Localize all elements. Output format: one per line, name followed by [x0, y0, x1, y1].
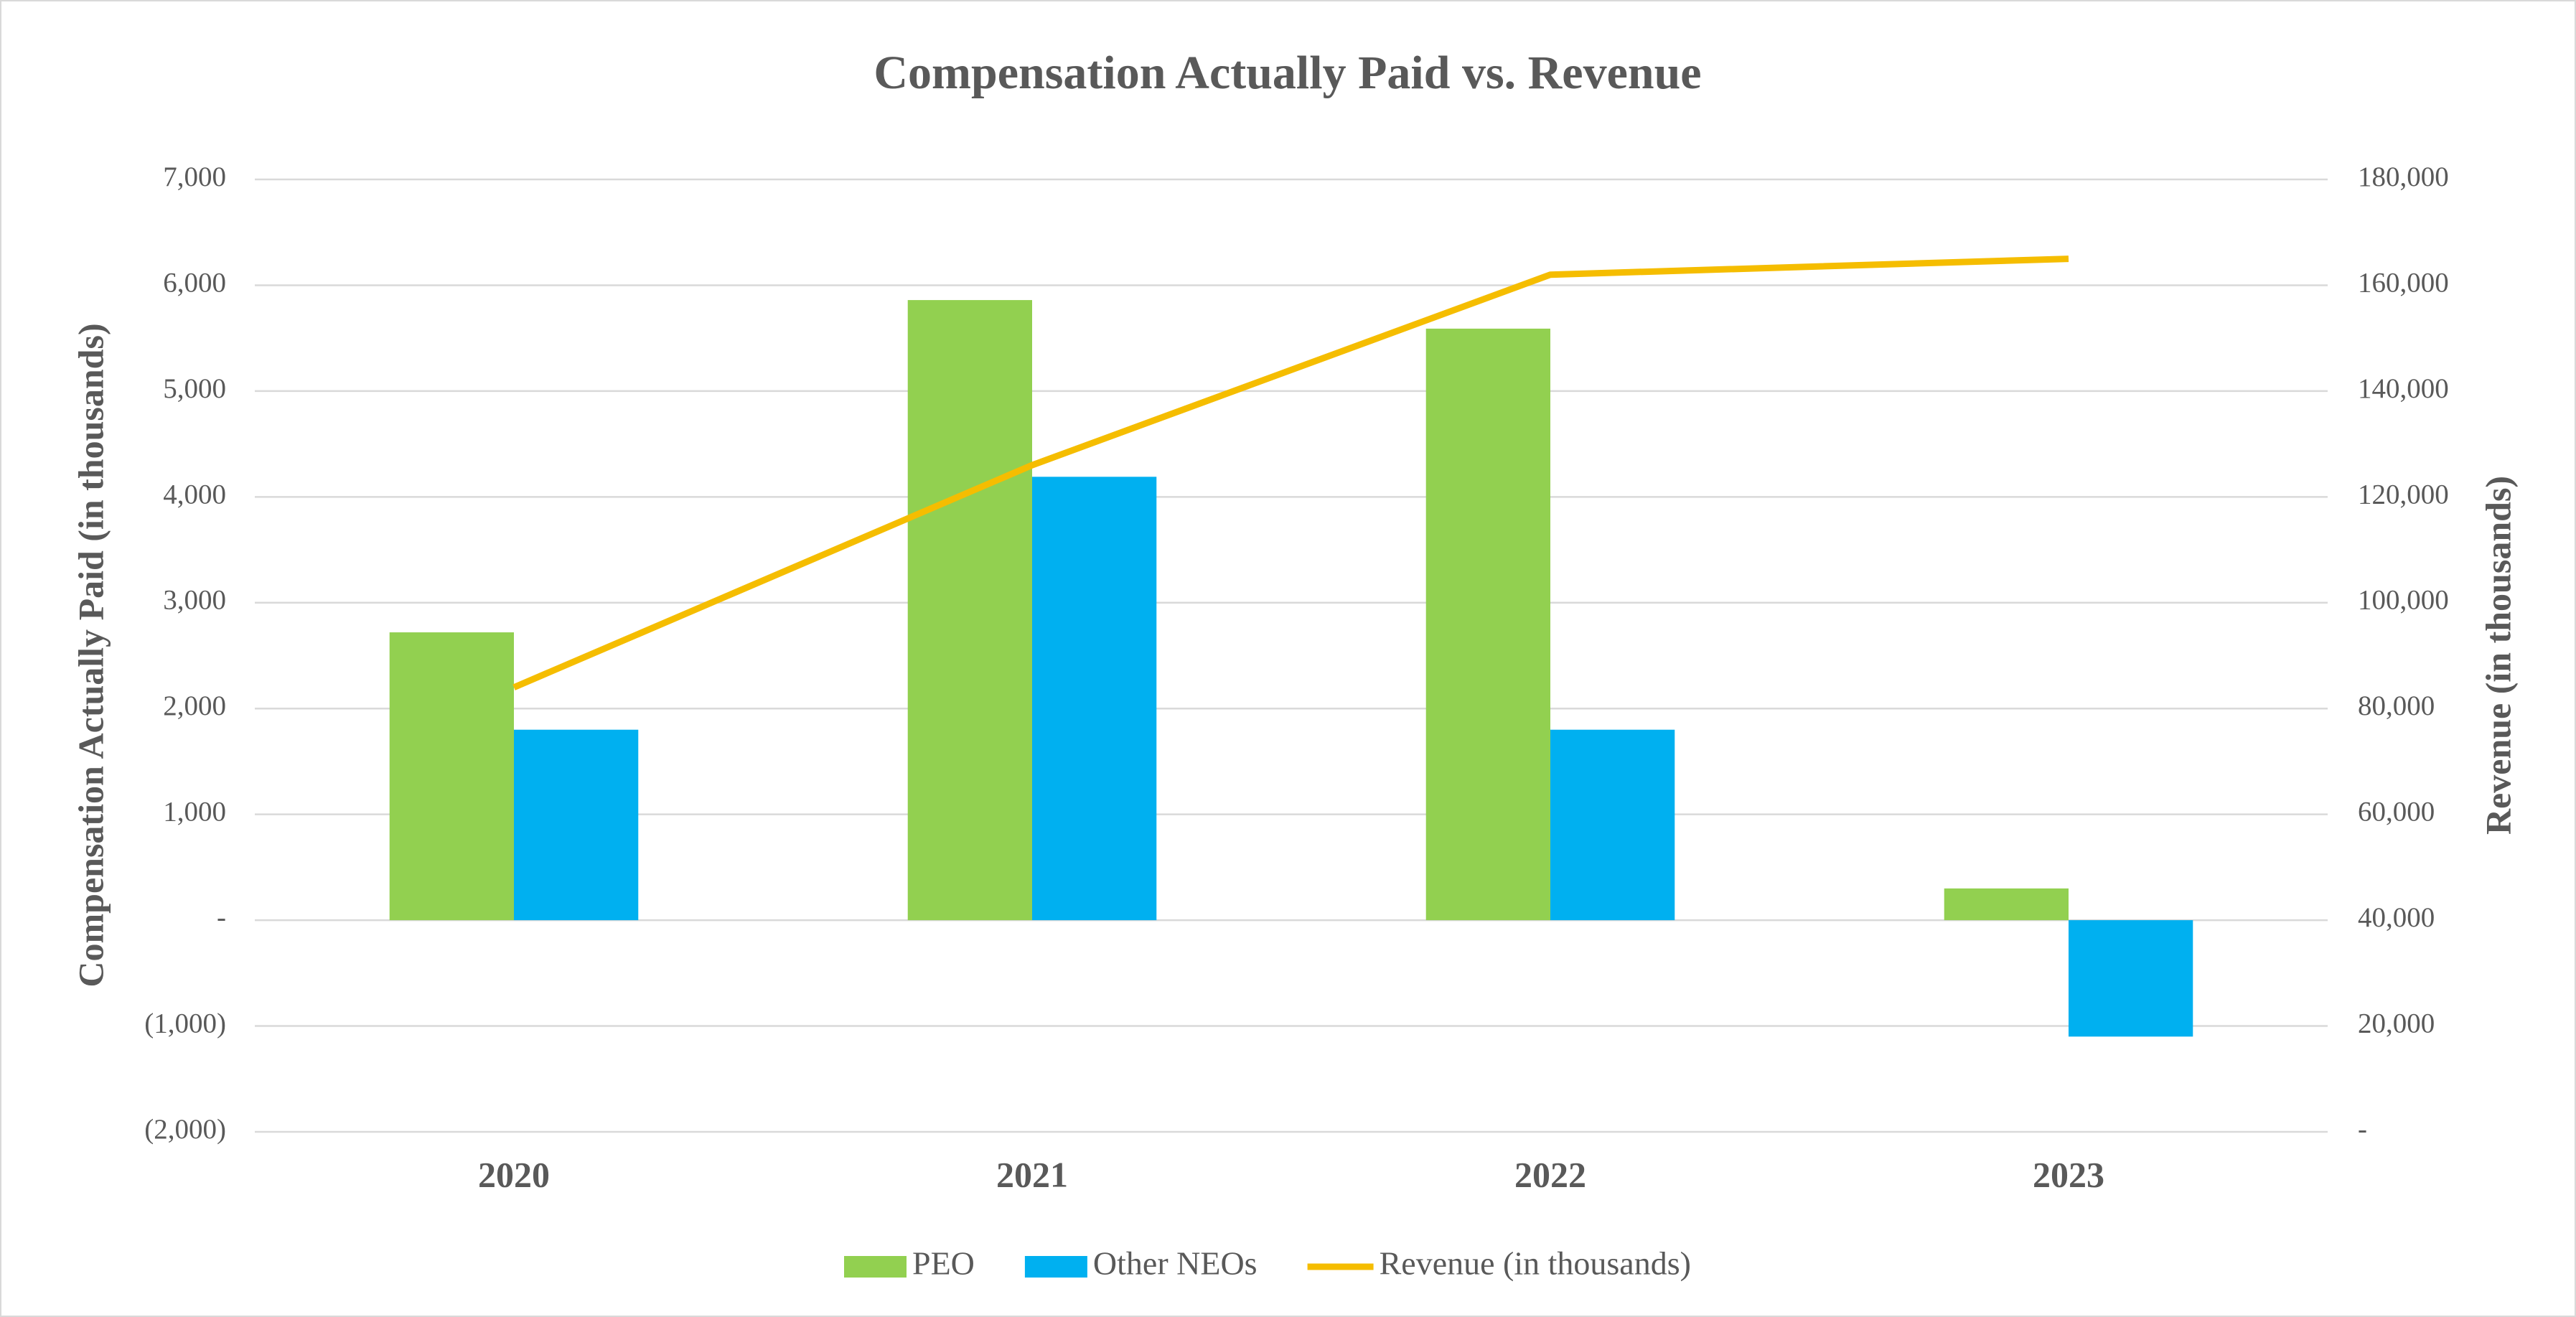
bar [907, 300, 1032, 921]
y-axis-title: Compensation Actually Paid (in thousands… [70, 323, 111, 987]
bar [2069, 920, 2193, 1037]
x-tick-label: 2020 [478, 1154, 550, 1194]
x-tick-label: 2022 [1514, 1154, 1586, 1194]
y2-tick-label: 100,000 [2358, 585, 2449, 616]
y-tick-label: 5,000 [163, 373, 226, 404]
y2-tick-label: 160,000 [2358, 267, 2449, 298]
bar [1550, 729, 1675, 921]
y-tick-label: - [217, 902, 226, 933]
y-tick-label: 7,000 [163, 161, 226, 192]
y2-tick-label: 60,000 [2358, 797, 2435, 828]
bar [1944, 888, 2069, 921]
y-tick-label: (1,000) [144, 1008, 226, 1039]
legend-swatch [1024, 1256, 1087, 1278]
legend-label: Other NEOs [1093, 1245, 1257, 1282]
y-tick-label: 1,000 [163, 797, 226, 828]
x-tick-label: 2023 [2033, 1154, 2104, 1194]
y2-tick-label: 80,000 [2358, 690, 2435, 721]
line [512, 256, 2069, 690]
y2-axis-title: Revenue (in thousands) [2478, 476, 2518, 835]
y2-tick-label: 40,000 [2358, 902, 2435, 933]
legend-label: Revenue (in thousands) [1380, 1245, 1691, 1282]
bar [1425, 328, 1550, 921]
x-tick-label: 2021 [996, 1154, 1068, 1194]
y-tick-label: (2,000) [144, 1114, 226, 1145]
y2-tick-label: 120,000 [2358, 479, 2449, 510]
y-tick-label: 6,000 [163, 267, 226, 298]
y2-tick-label: 20,000 [2358, 1008, 2435, 1039]
legend-label: PEO [912, 1245, 975, 1282]
bar [514, 729, 639, 921]
y-tick-label: 3,000 [163, 585, 226, 616]
y2-tick-label: 140,000 [2358, 373, 2449, 404]
bar [1032, 477, 1157, 921]
legend-swatch [844, 1256, 907, 1278]
y2-tick-label: 180,000 [2358, 161, 2449, 192]
chart-title: Compensation Actually Paid vs. Revenue [874, 47, 1701, 99]
y-tick-label: 4,000 [163, 479, 226, 510]
y2-tick-label: - [2358, 1114, 2367, 1145]
bar [389, 632, 514, 921]
y-tick-label: 2,000 [163, 690, 226, 721]
